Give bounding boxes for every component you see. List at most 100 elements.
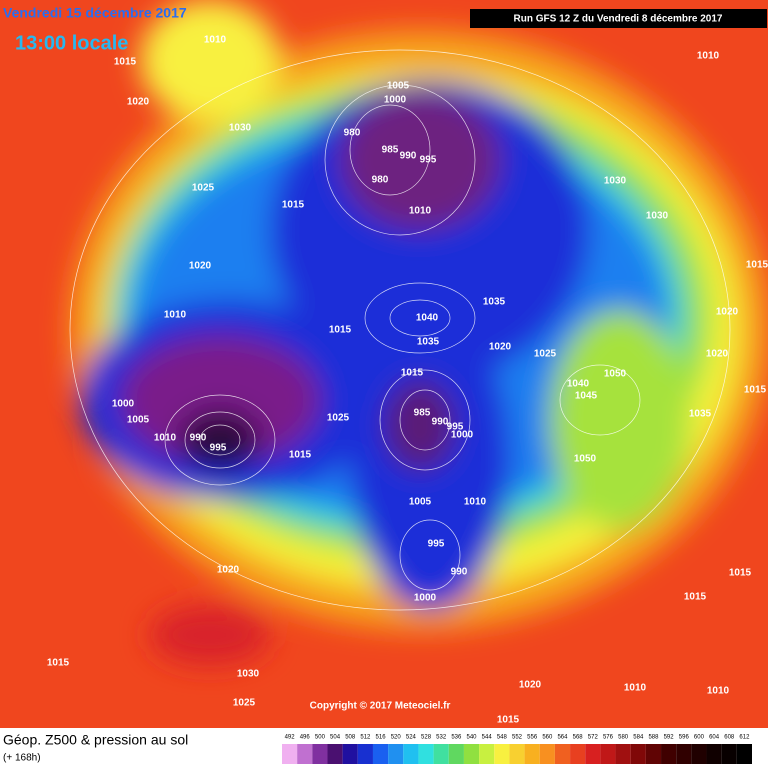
isobar-label: 1010 [707, 686, 730, 697]
isobar-label: 1015 [47, 658, 70, 669]
legend-swatch [630, 744, 646, 764]
isobar-label: 1010 [204, 35, 227, 46]
legend-label: 524 [406, 735, 417, 741]
isobar-label: 980 [344, 128, 361, 139]
legend-label: 564 [557, 735, 568, 741]
legend-swatch [463, 744, 480, 764]
isobar-label: 1000 [112, 399, 135, 410]
isobar-label: 1010 [624, 683, 647, 694]
isobar-label: 1010 [154, 433, 177, 444]
isobar-label: 1050 [574, 454, 597, 465]
isobar-label: 1005 [387, 81, 410, 92]
legend-label: 536 [451, 735, 462, 741]
copyright: Copyright © 2017 Meteociel.fr [310, 701, 451, 712]
legend-label: 584 [633, 735, 644, 741]
isobar-label: 1015 [282, 200, 305, 211]
legend-label: 556 [527, 735, 538, 741]
isobar-label: 1035 [483, 297, 506, 308]
legend-swatch [585, 744, 601, 764]
isobar-label: 1005 [409, 497, 432, 508]
isobar-label: 1020 [127, 97, 150, 108]
legend-swatch [448, 744, 464, 764]
legend-label: 528 [421, 735, 432, 741]
isobar-label: 995 [447, 422, 464, 433]
legend-swatch [388, 744, 404, 764]
isobar-label: 990 [451, 567, 468, 578]
legend-label: 540 [467, 735, 478, 741]
legend-label: 608 [724, 735, 735, 741]
legend-label: 516 [376, 735, 387, 741]
isobar-label: 1020 [519, 680, 542, 691]
legend-label: 520 [391, 735, 402, 741]
isobar-label: 1025 [233, 698, 256, 709]
legend-swatch [524, 744, 540, 764]
legend-label: 572 [588, 735, 599, 741]
legend-label: 496 [300, 735, 311, 741]
isobar-label: 1030 [229, 123, 252, 134]
isobar-label: 1030 [604, 176, 627, 187]
isobar-label: 1015 [289, 450, 312, 461]
legend-swatch [479, 744, 495, 764]
legend-label: 600 [694, 735, 705, 741]
time: 13:00 locale [15, 32, 128, 54]
isobar-label: 1010 [697, 51, 720, 62]
isobar-label: 995 [420, 155, 437, 166]
isobar-label: 1015 [729, 568, 752, 579]
legend-swatch [494, 744, 510, 764]
legend: 492 496 500 504 508 512 516 520 524 528 532 536 540 5… [282, 735, 752, 764]
legend-swatch [691, 744, 707, 764]
isobar-label: 1020 [217, 565, 240, 576]
legend-swatch [357, 744, 373, 764]
legend-swatch [403, 744, 419, 764]
isobar-label: 990 [190, 433, 207, 444]
legend-label: 568 [573, 735, 584, 741]
legend-swatch [418, 744, 434, 764]
isobar-label: 985 [382, 145, 399, 156]
date: Vendredi 15 décembre 2017 [3, 5, 187, 21]
legend-label: 508 [345, 735, 356, 741]
legend-label: 604 [709, 735, 720, 741]
legend-swatch [721, 744, 737, 764]
isobar-label: 1010 [409, 206, 432, 217]
isobar-label: 1005 [127, 415, 150, 426]
legend-label: 612 [739, 735, 750, 741]
legend-swatch [554, 744, 571, 764]
run: Run GFS 12 Z du Vendredi 8 décembre 2017 [514, 14, 723, 25]
legend-label: 532 [436, 735, 447, 741]
legend-swatch [661, 744, 677, 764]
footer-lead: (+ 168h) [3, 753, 41, 764]
isobar-label: 1040 [416, 313, 439, 324]
isobar-label: 1000 [384, 95, 407, 106]
isobar-label: 1000 [451, 430, 474, 441]
isobar-label: 1010 [464, 497, 487, 508]
legend-label: 588 [648, 735, 659, 741]
isobar-label: 1015 [401, 368, 424, 379]
legend-label: 500 [315, 735, 326, 741]
legend-label: 512 [360, 735, 371, 741]
legend-label: 592 [664, 735, 675, 741]
legend-label: 548 [497, 735, 508, 741]
isobar-label: 990 [432, 417, 449, 428]
legend-label: 580 [618, 735, 629, 741]
legend-label: 492 [285, 735, 296, 741]
legend-swatch [736, 744, 752, 764]
isobar-label: 1050 [604, 369, 627, 380]
isobar-label: 995 [210, 443, 227, 454]
legend-swatch [706, 744, 722, 764]
isobar-label: 1015 [684, 592, 707, 603]
legend-swatch [615, 744, 631, 764]
legend-swatch [297, 744, 313, 764]
isobar-label: 1020 [716, 307, 739, 318]
legend-swatch [600, 744, 616, 764]
legend-swatch [676, 744, 692, 764]
isobar-label: 1025 [327, 413, 350, 424]
run-box [470, 9, 767, 28]
legend-swatch [312, 744, 328, 764]
legend-label: 576 [603, 735, 614, 741]
legend-swatch [327, 744, 343, 764]
legend-label: 596 [679, 735, 690, 741]
isobar-label: 1015 [114, 57, 137, 68]
isobar-label: 980 [372, 175, 389, 186]
isobar-label: 1030 [646, 211, 669, 222]
isobar-label: 1010 [164, 310, 187, 321]
